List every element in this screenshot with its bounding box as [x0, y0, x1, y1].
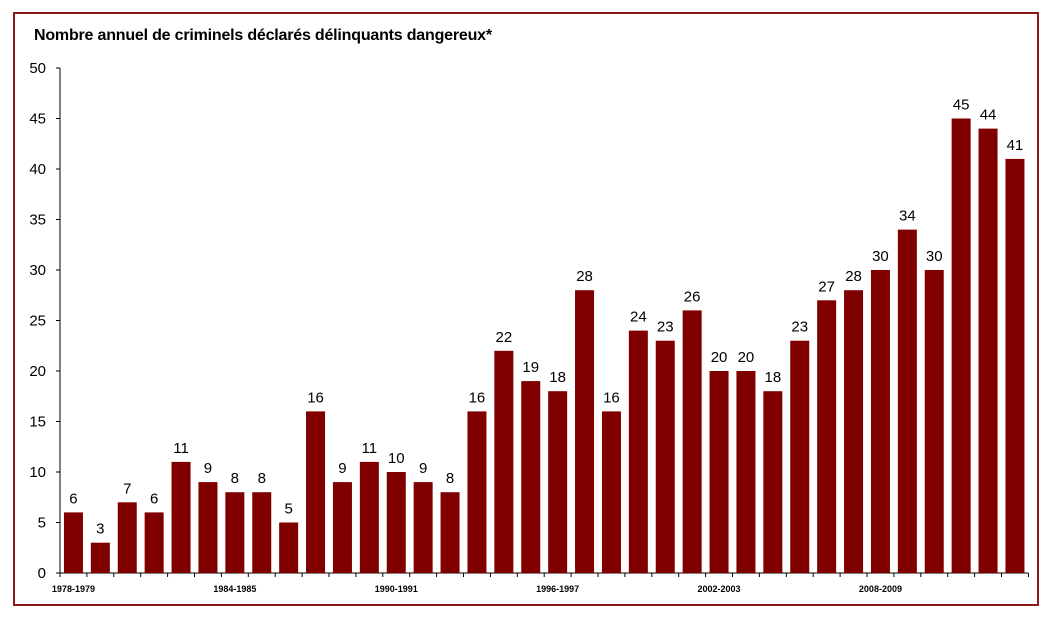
data-label: 23: [791, 319, 808, 336]
data-label: 45: [953, 97, 970, 114]
data-label: 20: [711, 349, 728, 366]
x-tick-label: 1996-1997: [536, 584, 579, 594]
data-label: 23: [657, 319, 674, 336]
data-label: 8: [446, 470, 454, 487]
y-tick-label: 30: [29, 262, 46, 279]
bar: [332, 482, 352, 573]
data-label: 8: [258, 470, 266, 487]
data-label: 9: [338, 460, 346, 477]
y-tick-label: 40: [29, 161, 46, 178]
bar: [978, 128, 998, 573]
bar: [198, 482, 218, 573]
bar: [63, 512, 83, 573]
data-label: 22: [496, 329, 513, 346]
bar: [844, 290, 864, 573]
data-label: 16: [469, 389, 486, 406]
bar: [628, 330, 648, 573]
bar: [225, 492, 245, 573]
data-label: 9: [204, 460, 212, 477]
y-tick-label: 10: [29, 464, 46, 481]
bar: [171, 461, 191, 573]
data-label: 28: [576, 268, 593, 285]
data-label: 41: [1007, 137, 1024, 154]
bar: [90, 542, 110, 573]
bar: [709, 371, 729, 573]
x-tick-label: 2008-2009: [859, 584, 902, 594]
y-tick-label: 45: [29, 111, 46, 128]
data-label: 20: [738, 349, 755, 366]
x-tick-label: 1990-1991: [375, 584, 418, 594]
data-label: 24: [630, 309, 647, 326]
bar: [655, 340, 675, 573]
bar: [494, 350, 514, 573]
data-label: 28: [845, 268, 862, 285]
data-label: 30: [872, 248, 889, 265]
data-label: 44: [980, 107, 997, 124]
bar: [817, 300, 837, 573]
bar: [575, 290, 595, 573]
bar: [790, 340, 810, 573]
bar: [601, 411, 621, 573]
bar: [440, 492, 460, 573]
y-tick-label: 5: [38, 515, 46, 532]
data-label: 7: [123, 480, 131, 497]
x-tick-label: 2002-2003: [698, 584, 741, 594]
data-label: 6: [69, 490, 77, 507]
bar: [252, 492, 272, 573]
bar: [279, 522, 299, 573]
y-tick-label: 20: [29, 363, 46, 380]
data-label: 10: [388, 450, 405, 467]
bar: [306, 411, 326, 573]
bar: [924, 270, 944, 573]
bar: [870, 270, 890, 573]
y-tick-label: 15: [29, 414, 46, 431]
bar: [1005, 158, 1025, 573]
data-label: 3: [96, 521, 104, 538]
bar: [951, 118, 971, 573]
bar: [548, 391, 568, 573]
x-tick-label: 1984-1985: [213, 584, 256, 594]
bar: [736, 371, 756, 573]
bar: [467, 411, 487, 573]
bar: [682, 310, 702, 573]
bar: [117, 502, 137, 573]
data-label: 6: [150, 490, 158, 507]
bar: [144, 512, 164, 573]
data-label: 27: [818, 278, 835, 295]
data-label: 19: [522, 359, 539, 376]
data-label: 34: [899, 208, 916, 225]
data-label: 18: [549, 369, 566, 386]
data-label: 18: [765, 369, 782, 386]
bar: [386, 472, 406, 573]
bar: [413, 482, 433, 573]
data-label: 26: [684, 288, 701, 305]
bar: [521, 381, 541, 573]
y-tick-label: 0: [38, 565, 46, 582]
y-tick-label: 25: [29, 313, 46, 330]
bar: [897, 229, 917, 573]
bar: [359, 461, 379, 573]
chart-title: Nombre annuel de criminels déclarés déli…: [34, 27, 492, 44]
data-label: 16: [603, 389, 620, 406]
data-label: 30: [926, 248, 943, 265]
y-tick-label: 50: [29, 60, 46, 77]
data-label: 16: [307, 389, 324, 406]
data-label: 9: [419, 460, 427, 477]
data-label: 5: [284, 501, 292, 518]
data-label: 11: [362, 440, 378, 457]
data-label: 8: [231, 470, 239, 487]
data-label: 11: [173, 440, 189, 457]
y-tick-label: 35: [29, 212, 46, 229]
bar: [763, 391, 783, 573]
x-tick-label: 1978-1979: [52, 584, 95, 594]
